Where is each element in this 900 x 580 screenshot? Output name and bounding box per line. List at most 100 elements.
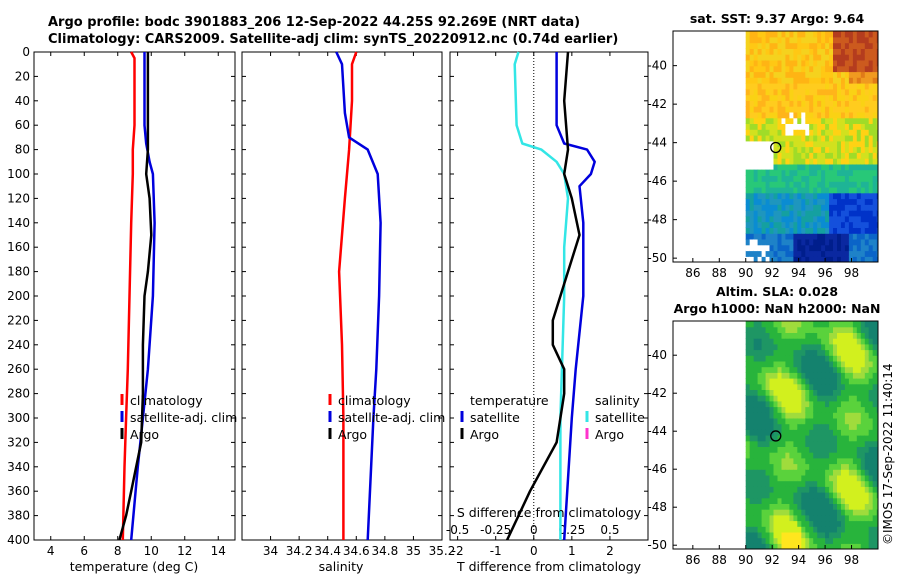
map-cell xyxy=(817,543,822,549)
map-cell xyxy=(860,106,866,113)
map-cell xyxy=(825,36,830,44)
map-cell xyxy=(833,100,838,107)
map-cell xyxy=(789,378,794,385)
map-cell xyxy=(773,238,779,246)
map-cell xyxy=(781,338,787,345)
map-cell xyxy=(864,123,870,130)
map-cell xyxy=(797,88,802,96)
map-cell xyxy=(801,135,806,142)
map-cell xyxy=(848,42,854,49)
map-cell xyxy=(821,446,826,453)
map-cell xyxy=(777,332,783,339)
map-cell xyxy=(813,537,818,544)
map-cell xyxy=(829,486,834,493)
map-cell xyxy=(785,215,790,223)
map-cell xyxy=(868,492,874,499)
map-cell xyxy=(825,509,830,516)
map-cell xyxy=(785,227,790,234)
map-cell xyxy=(789,117,794,124)
map-cell xyxy=(797,435,802,442)
map-cell xyxy=(856,503,862,510)
map-cell xyxy=(817,54,822,61)
map-cell xyxy=(844,372,850,379)
map-cell xyxy=(813,100,818,107)
map-cell xyxy=(785,486,790,493)
map-cell xyxy=(829,106,834,113)
map-cell xyxy=(813,492,818,499)
map-cell xyxy=(821,509,826,516)
map-cell xyxy=(749,406,755,413)
map-cell xyxy=(825,129,830,136)
map-cell xyxy=(825,181,830,188)
map-cell xyxy=(805,169,810,176)
map-cell xyxy=(769,497,775,504)
map-cell xyxy=(805,509,810,516)
map-cell xyxy=(801,100,806,107)
map-cell xyxy=(829,186,834,194)
map-cell xyxy=(825,343,830,351)
map-cell xyxy=(809,457,814,465)
map-cell xyxy=(749,474,755,482)
map-cell xyxy=(856,192,862,200)
map-cell xyxy=(813,440,818,447)
map-cell xyxy=(813,169,818,176)
map-cell xyxy=(829,326,834,333)
map-cell xyxy=(848,400,854,408)
map-cell xyxy=(848,503,854,510)
map-cell xyxy=(829,423,834,430)
map-cell xyxy=(852,509,858,516)
map-cell xyxy=(781,457,787,465)
map-cell xyxy=(749,531,755,539)
map-cell xyxy=(745,514,751,522)
map-cell xyxy=(761,372,767,379)
map-cell xyxy=(829,140,834,148)
map-cell xyxy=(876,94,878,101)
map-cell xyxy=(825,31,830,38)
map-cell xyxy=(757,129,763,136)
map-cell xyxy=(876,215,878,223)
map-cell xyxy=(821,474,826,482)
map-cell xyxy=(813,117,818,124)
map-cell xyxy=(789,537,794,544)
map-cell xyxy=(817,514,822,522)
map-cell xyxy=(761,423,767,430)
map-cell xyxy=(844,135,850,142)
map-cell xyxy=(785,250,790,257)
map-cell xyxy=(773,338,779,345)
map-cell xyxy=(841,423,846,430)
map-cell xyxy=(856,509,862,516)
map-cell xyxy=(765,497,771,504)
map-cell xyxy=(793,204,798,211)
map-cell xyxy=(825,406,830,413)
map-cell xyxy=(821,389,826,396)
map-cell xyxy=(817,94,822,101)
map-cell xyxy=(860,440,866,447)
map-cell xyxy=(801,338,806,345)
map-cell xyxy=(797,181,802,188)
map-cell xyxy=(829,210,834,217)
map-cell xyxy=(848,106,854,113)
map-cell xyxy=(872,48,878,55)
depth-tick-label: 0 xyxy=(22,45,30,59)
map-cell xyxy=(856,36,862,44)
map-cell xyxy=(868,389,874,396)
map-cell xyxy=(785,372,790,379)
map-cell xyxy=(809,227,814,234)
map-cell xyxy=(844,406,850,413)
map-cell xyxy=(829,531,834,539)
map-cell xyxy=(833,175,838,182)
map-cell xyxy=(753,514,759,522)
map-cell xyxy=(817,140,822,148)
map-cell xyxy=(852,227,858,234)
map-cell xyxy=(841,94,846,101)
map-cell xyxy=(876,158,878,165)
map-cell xyxy=(777,412,783,419)
map-cell xyxy=(876,531,878,539)
map-cell xyxy=(872,210,878,217)
map-cell xyxy=(821,186,826,194)
map-cell xyxy=(821,100,826,107)
map-cell xyxy=(809,531,814,539)
sal-xtick-label: 35.2 xyxy=(429,544,456,558)
map-cell xyxy=(805,106,810,113)
map-cell xyxy=(837,146,842,153)
